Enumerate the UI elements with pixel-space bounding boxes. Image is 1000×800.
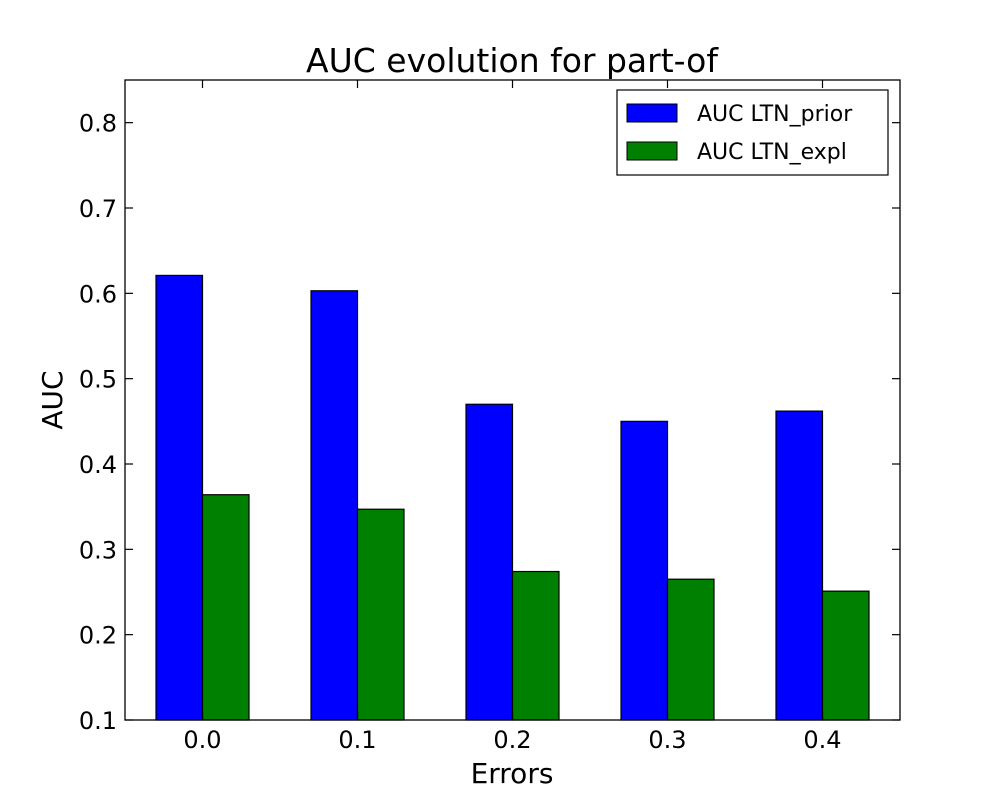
x-tick-label-1: 0.1 — [338, 726, 376, 754]
legend-label-0: AUC LTN_prior — [697, 102, 853, 127]
x-tick-label-0: 0.0 — [183, 726, 221, 754]
x-tick-label-4: 0.4 — [803, 726, 841, 754]
legend-swatch-0 — [626, 103, 678, 123]
x-tick-label-3: 0.3 — [648, 726, 686, 754]
bar-prior-1 — [310, 290, 359, 721]
bar-prior-3 — [620, 420, 669, 721]
bar-prior-0 — [155, 274, 204, 721]
bar-expl-3 — [666, 578, 715, 721]
legend-swatch-1 — [626, 141, 678, 161]
y-axis-label: AUC — [36, 370, 69, 429]
chart-title: AUC evolution for part-of — [306, 41, 719, 80]
legend-label-1: AUC LTN_expl — [697, 140, 847, 165]
y-tick-label-6: 0.7 — [79, 195, 117, 223]
y-tick-label-4: 0.5 — [79, 366, 117, 394]
y-tick-label-1: 0.2 — [79, 622, 117, 650]
y-tick-label-2: 0.3 — [79, 536, 117, 564]
bar-expl-4 — [821, 590, 870, 721]
legend: AUC LTN_prior AUC LTN_expl — [616, 89, 889, 176]
bar-prior-4 — [775, 410, 824, 721]
y-tick-label-5: 0.6 — [79, 280, 117, 308]
bar-expl-1 — [356, 508, 405, 721]
y-tick-label-3: 0.4 — [79, 451, 117, 479]
bar-expl-0 — [201, 494, 250, 721]
x-tick-label-2: 0.2 — [493, 726, 531, 754]
y-tick-label-7: 0.8 — [79, 110, 117, 138]
bar-prior-2 — [465, 403, 514, 721]
plot-area: 0.1 0.2 0.3 0.4 0.5 0.6 0.7 0.8 0.0 0.1 0.2 0.3 0.4 — [79, 79, 901, 754]
y-tick-label-0: 0.1 — [79, 707, 117, 735]
bar-expl-2 — [511, 570, 560, 721]
x-axis-label: Errors — [471, 757, 554, 790]
